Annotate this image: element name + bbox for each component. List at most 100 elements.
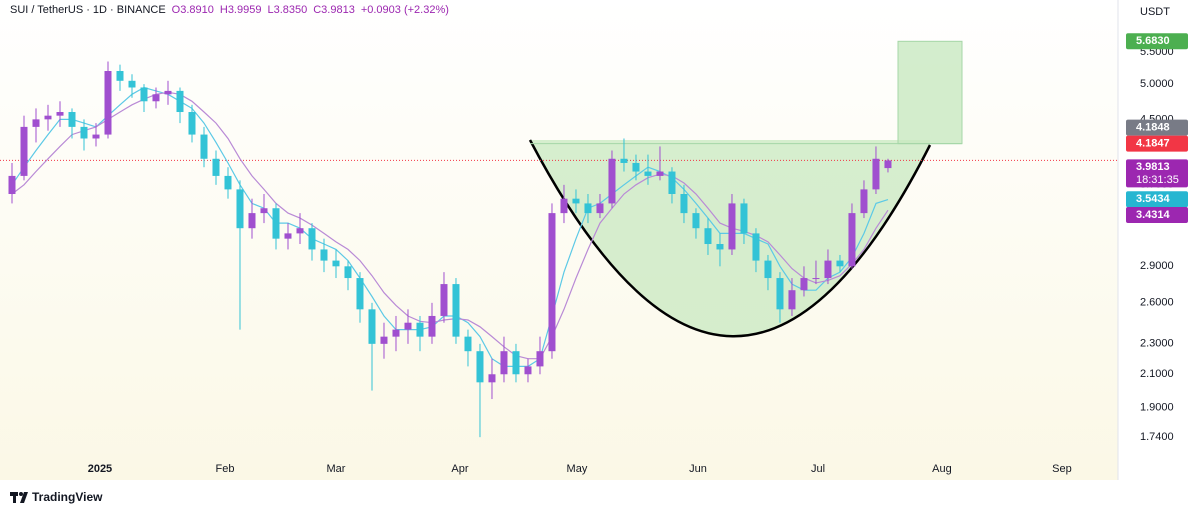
price-label-box — [1126, 119, 1188, 136]
candle-body — [836, 260, 844, 267]
candle-body — [92, 134, 100, 139]
brand: TradingView — [32, 490, 103, 504]
y-tick-label: 2.9000 — [1140, 260, 1174, 272]
candle-body — [596, 203, 604, 214]
candle-body — [476, 351, 484, 383]
price-label-box — [1126, 159, 1188, 188]
candle-body — [512, 351, 520, 375]
candle-body — [284, 233, 292, 239]
candle-body — [8, 175, 16, 194]
price-label: 3.4314 — [1136, 209, 1171, 221]
candle-body — [308, 228, 316, 250]
candle-body — [392, 329, 400, 337]
candle-body — [356, 278, 364, 310]
candle-body — [380, 336, 388, 344]
candle-body — [704, 228, 712, 245]
x-tick-label: Feb — [216, 463, 235, 475]
symbol: SUI / TetherUS · 1D · BINANCE — [10, 4, 166, 16]
candle-body — [776, 278, 784, 310]
candle-body — [68, 112, 76, 127]
y-tick-label: 2.6000 — [1140, 297, 1174, 309]
price-axis-panel — [1118, 0, 1200, 480]
candle-body — [824, 260, 832, 279]
price-label: 4.1848 — [1136, 122, 1170, 134]
candle-body — [560, 198, 568, 214]
candle-body — [224, 175, 232, 190]
candle-body — [104, 71, 112, 135]
x-tick-label: Aug — [932, 463, 952, 475]
candle-body — [440, 284, 448, 316]
candle-body — [176, 90, 184, 113]
candle-body — [548, 213, 556, 352]
price-label: 4.1847 — [1136, 138, 1170, 150]
candle-body — [80, 126, 88, 139]
price-label-box — [1126, 191, 1188, 208]
candle-body — [32, 119, 40, 127]
x-tick-label: 2025 — [88, 463, 112, 475]
candle-body — [572, 198, 580, 204]
candle-body — [632, 162, 640, 172]
price-label: 3.9813 — [1136, 161, 1170, 173]
candle-body — [692, 213, 700, 229]
candle-body — [332, 260, 340, 267]
legend-change: +0.0903 (+2.32%) — [360, 4, 449, 16]
candle-body — [500, 351, 508, 375]
candle-body — [164, 90, 172, 95]
candle-body — [608, 158, 616, 204]
price-label-box — [1126, 135, 1188, 152]
candle-body — [188, 112, 196, 135]
candle-body — [416, 322, 424, 337]
candle-body — [536, 351, 544, 367]
candle-body — [656, 171, 664, 176]
candle-body — [428, 315, 436, 337]
price-label-box — [1126, 207, 1188, 224]
candle-body — [272, 208, 280, 239]
candle-body — [212, 158, 220, 176]
candle-body — [716, 244, 724, 250]
header: SUI / TetherUS · 1D · BINANCE O3.8910 H3.9… — [10, 4, 449, 16]
legend-low: L3.8350 — [267, 4, 308, 16]
candle-body — [872, 158, 880, 190]
x-tick-label: Jul — [811, 463, 825, 475]
candle-body — [260, 208, 268, 214]
x-tick-label: Mar — [327, 463, 346, 475]
candle-body — [116, 71, 124, 81]
candle-body — [584, 203, 592, 214]
candle-body — [800, 278, 808, 291]
candle-body — [200, 134, 208, 159]
y-tick-label: 1.9000 — [1140, 402, 1174, 414]
candle-body — [488, 374, 496, 383]
x-tick-label: Jun — [689, 463, 707, 475]
candle-body — [680, 193, 688, 214]
candle-body — [152, 94, 160, 102]
candle-body — [320, 249, 328, 261]
candle-body — [644, 171, 652, 176]
candle-body — [884, 160, 892, 169]
candle-body — [740, 203, 748, 234]
candle-body — [404, 322, 412, 330]
candle-body — [56, 112, 64, 116]
candle-body — [368, 309, 376, 344]
y-tick-label: 5.0000 — [1140, 78, 1174, 90]
candle-body — [812, 278, 820, 280]
price-label-box — [1126, 33, 1188, 50]
x-tick-label: May — [567, 463, 588, 475]
legend-open: O3.8910 — [171, 4, 214, 16]
brand-logo — [10, 492, 28, 503]
candle-body — [848, 213, 856, 267]
candle-body — [20, 126, 28, 176]
target-box — [897, 40, 963, 145]
candle-body — [248, 213, 256, 229]
x-tick-label: Sep — [1052, 463, 1072, 475]
candle-body — [860, 189, 868, 214]
candle-body — [728, 203, 736, 250]
legend-high: H3.9959 — [219, 4, 262, 16]
candle-body — [44, 115, 52, 120]
candle-body — [464, 336, 472, 352]
y-tick-label: 2.1000 — [1140, 368, 1174, 380]
moving-average — [11, 86, 889, 367]
candle-body — [344, 266, 352, 279]
candle-body — [236, 189, 244, 229]
